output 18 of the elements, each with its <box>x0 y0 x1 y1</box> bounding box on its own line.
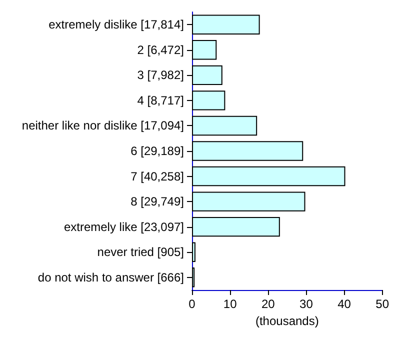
y-tick-label: neither like nor dislike [17,094] <box>22 118 184 133</box>
y-tick-label: 7 [40,258] <box>130 169 184 184</box>
x-tick-label: 30 <box>300 297 314 311</box>
y-tick-label: 8 [29,749] <box>130 194 184 209</box>
y-tick-label: 3 [7,982] <box>137 68 184 82</box>
x-tick-label: 50 <box>376 297 390 311</box>
y-tick-label: extremely dislike [17,814] <box>48 18 184 32</box>
y-tick-label: do not wish to answer [666] <box>38 270 184 284</box>
y-tick-label: 6 [29,189] <box>130 144 184 158</box>
x-tick-label: 10 <box>223 297 238 311</box>
x-tick-label: 40 <box>338 297 352 311</box>
y-tick-label: extremely like [23,097] <box>64 220 184 234</box>
x-tick-label: 0 <box>188 297 196 311</box>
x-tick-label: 20 <box>261 297 276 311</box>
y-tick-label: 2 [6,472] <box>137 42 184 57</box>
y-tick-label: never tried [905] <box>97 245 184 260</box>
x-axis-title: (thousands) <box>255 314 319 328</box>
y-tick-label: 4 [8,717] <box>137 93 184 108</box>
